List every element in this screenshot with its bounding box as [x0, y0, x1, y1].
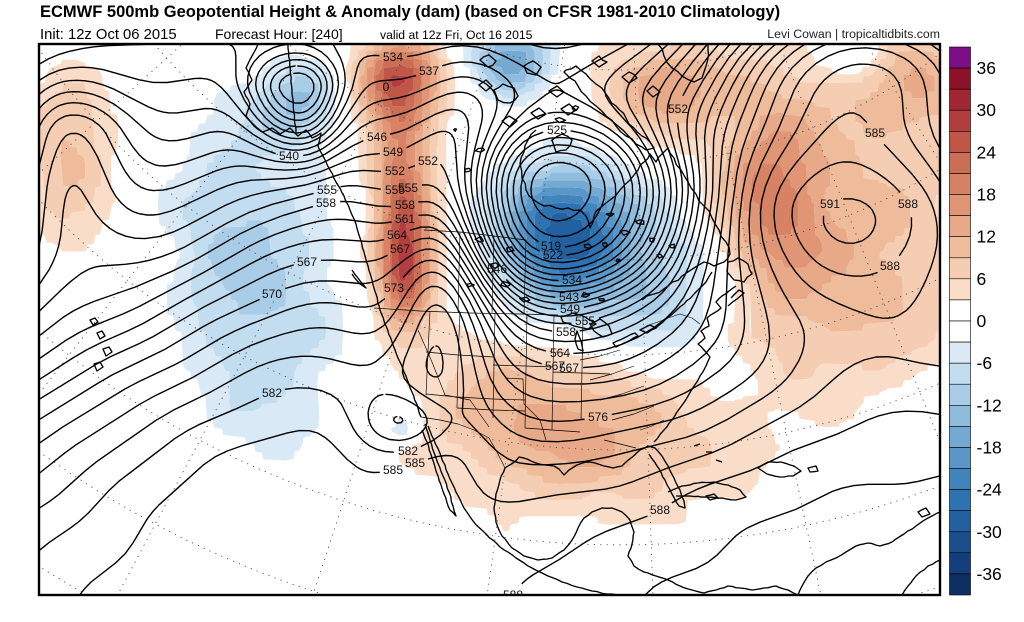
svg-text:591: 591 [820, 197, 840, 211]
svg-text:543: 543 [559, 290, 579, 304]
svg-text:ECMWF 500mb Geopotential Heigh: ECMWF 500mb Geopotential Height & Anomal… [40, 3, 780, 21]
svg-text:519: 519 [541, 239, 561, 253]
svg-text:0: 0 [977, 311, 987, 331]
svg-text:567: 567 [390, 242, 410, 256]
svg-text:522: 522 [543, 248, 563, 262]
svg-text:24: 24 [977, 142, 997, 162]
svg-text:576: 576 [588, 410, 608, 424]
svg-text:588: 588 [650, 503, 670, 517]
svg-text:588: 588 [898, 197, 918, 211]
svg-text:552: 552 [668, 102, 688, 116]
svg-text:525: 525 [547, 123, 567, 137]
svg-text:555: 555 [385, 183, 405, 197]
svg-text:567: 567 [545, 359, 565, 373]
svg-text:573: 573 [384, 281, 404, 295]
svg-text:552: 552 [385, 164, 405, 178]
svg-text:6: 6 [977, 269, 987, 289]
svg-text:-18: -18 [977, 438, 1002, 458]
svg-text:12: 12 [977, 227, 996, 247]
svg-text:585: 585 [383, 463, 403, 477]
svg-text:-6: -6 [977, 353, 993, 373]
svg-text:0: 0 [383, 80, 390, 94]
svg-text:555: 555 [398, 181, 418, 195]
svg-text:552: 552 [418, 154, 438, 168]
svg-text:30: 30 [977, 100, 997, 120]
svg-text:534: 534 [383, 50, 403, 64]
svg-text:-12: -12 [977, 395, 1002, 415]
svg-text:549: 549 [560, 302, 580, 316]
svg-text:549: 549 [383, 145, 403, 159]
svg-text:588: 588 [503, 588, 523, 602]
svg-text:567: 567 [297, 255, 317, 269]
svg-text:540: 540 [279, 149, 299, 163]
svg-text:Levi Cowan | tropicaltidbits.c: Levi Cowan | tropicaltidbits.com [767, 27, 940, 41]
svg-text:534: 534 [562, 273, 582, 287]
svg-text:Forecast Hour: [240]: Forecast Hour: [240] [215, 26, 343, 42]
svg-text:567: 567 [559, 361, 579, 375]
svg-text:585: 585 [405, 456, 425, 470]
svg-text:valid at 12z Fri, Oct 16 2015: valid at 12z Fri, Oct 16 2015 [380, 28, 533, 42]
svg-text:-24: -24 [977, 480, 1003, 500]
svg-text:546: 546 [487, 262, 507, 276]
svg-text:582: 582 [262, 386, 282, 400]
svg-text:-36: -36 [977, 564, 1002, 584]
svg-text:564: 564 [550, 346, 570, 360]
svg-text:558: 558 [556, 325, 576, 339]
svg-text:18: 18 [977, 185, 996, 205]
svg-text:36: 36 [977, 58, 996, 78]
svg-text:570: 570 [262, 287, 282, 301]
svg-text:561: 561 [395, 212, 415, 226]
svg-text:555: 555 [575, 314, 595, 328]
svg-text:585: 585 [865, 126, 885, 140]
svg-text:588: 588 [880, 259, 900, 273]
svg-text:546: 546 [367, 130, 387, 144]
svg-text:-30: -30 [977, 522, 1003, 542]
svg-text:537: 537 [419, 64, 439, 78]
svg-text:Init: 12z Oct 06 2015: Init: 12z Oct 06 2015 [40, 27, 177, 43]
svg-text:555: 555 [317, 183, 337, 197]
svg-text:558: 558 [395, 198, 415, 212]
svg-text:564: 564 [387, 228, 407, 242]
svg-text:558: 558 [316, 196, 336, 210]
svg-text:582: 582 [398, 444, 418, 458]
